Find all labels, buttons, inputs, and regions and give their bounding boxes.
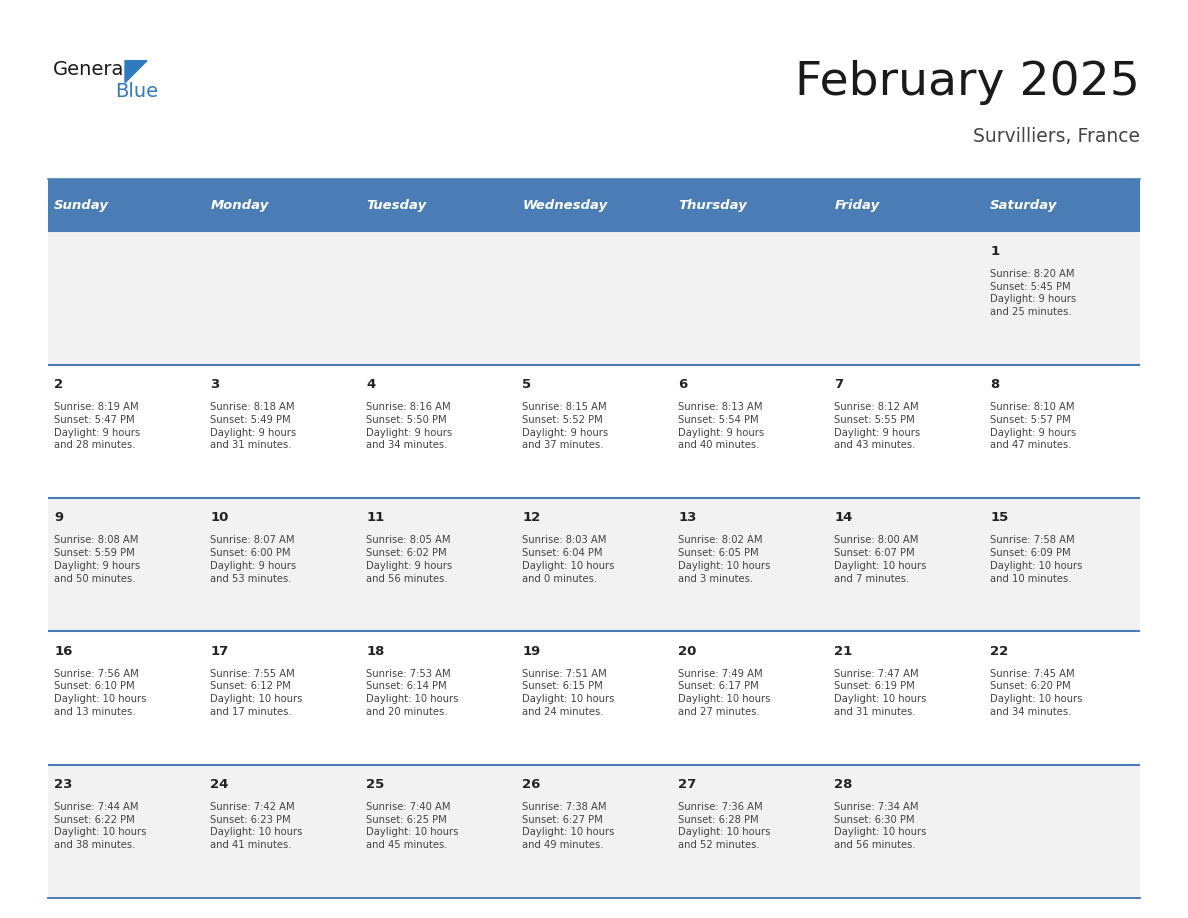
Bar [48,632,1140,765]
Text: Sunrise: 7:34 AM
Sunset: 6:30 PM
Daylight: 10 hours
and 56 minutes.: Sunrise: 7:34 AM Sunset: 6:30 PM Dayligh… [834,801,927,850]
Text: Sunrise: 7:40 AM
Sunset: 6:25 PM
Daylight: 10 hours
and 45 minutes.: Sunrise: 7:40 AM Sunset: 6:25 PM Dayligh… [366,801,459,850]
Text: 26: 26 [523,778,541,791]
Text: Sunrise: 7:47 AM
Sunset: 6:19 PM
Daylight: 10 hours
and 31 minutes.: Sunrise: 7:47 AM Sunset: 6:19 PM Dayligh… [834,668,927,717]
Text: 18: 18 [366,644,385,657]
Text: 17: 17 [210,644,228,657]
Text: Monday: Monday [210,198,268,212]
Text: 22: 22 [991,644,1009,657]
Text: Sunday: Sunday [55,198,109,212]
Text: Saturday: Saturday [991,198,1057,212]
Text: Sunrise: 8:08 AM
Sunset: 5:59 PM
Daylight: 9 hours
and 50 minutes.: Sunrise: 8:08 AM Sunset: 5:59 PM Dayligh… [55,535,140,584]
Bar [48,364,1140,498]
Text: 13: 13 [678,511,696,524]
Text: Sunrise: 7:49 AM
Sunset: 6:17 PM
Daylight: 10 hours
and 27 minutes.: Sunrise: 7:49 AM Sunset: 6:17 PM Dayligh… [678,668,771,717]
Text: 23: 23 [55,778,72,791]
Text: Sunrise: 7:42 AM
Sunset: 6:23 PM
Daylight: 10 hours
and 41 minutes.: Sunrise: 7:42 AM Sunset: 6:23 PM Dayligh… [210,801,303,850]
Bar [48,231,1140,364]
Text: 25: 25 [366,778,385,791]
Text: 21: 21 [834,644,853,657]
Bar [984,179,1140,231]
Text: 27: 27 [678,778,696,791]
Text: Sunrise: 8:07 AM
Sunset: 6:00 PM
Daylight: 9 hours
and 53 minutes.: Sunrise: 8:07 AM Sunset: 6:00 PM Dayligh… [210,535,296,584]
Text: 19: 19 [523,644,541,657]
Text: 15: 15 [991,511,1009,524]
Text: 3: 3 [210,378,220,391]
Text: 12: 12 [523,511,541,524]
Text: Sunrise: 8:02 AM
Sunset: 6:05 PM
Daylight: 10 hours
and 3 minutes.: Sunrise: 8:02 AM Sunset: 6:05 PM Dayligh… [678,535,771,584]
Text: Friday: Friday [834,198,879,212]
Text: 6: 6 [678,378,688,391]
Text: Sunrise: 8:05 AM
Sunset: 6:02 PM
Daylight: 9 hours
and 56 minutes.: Sunrise: 8:05 AM Sunset: 6:02 PM Dayligh… [366,535,453,584]
Text: 16: 16 [55,644,72,657]
Text: 1: 1 [991,245,999,258]
Text: Sunrise: 7:58 AM
Sunset: 6:09 PM
Daylight: 10 hours
and 10 minutes.: Sunrise: 7:58 AM Sunset: 6:09 PM Dayligh… [991,535,1082,584]
Text: Blue: Blue [115,82,158,101]
Text: Sunrise: 8:13 AM
Sunset: 5:54 PM
Daylight: 9 hours
and 40 minutes.: Sunrise: 8:13 AM Sunset: 5:54 PM Dayligh… [678,402,764,451]
Text: Sunrise: 7:45 AM
Sunset: 6:20 PM
Daylight: 10 hours
and 34 minutes.: Sunrise: 7:45 AM Sunset: 6:20 PM Dayligh… [991,668,1082,717]
Text: Sunrise: 8:15 AM
Sunset: 5:52 PM
Daylight: 9 hours
and 37 minutes.: Sunrise: 8:15 AM Sunset: 5:52 PM Dayligh… [523,402,608,451]
Text: 9: 9 [55,511,63,524]
Text: Tuesday: Tuesday [366,198,426,212]
Text: 28: 28 [834,778,853,791]
Text: 7: 7 [834,378,843,391]
Text: Sunrise: 7:38 AM
Sunset: 6:27 PM
Daylight: 10 hours
and 49 minutes.: Sunrise: 7:38 AM Sunset: 6:27 PM Dayligh… [523,801,614,850]
Text: Wednesday: Wednesday [523,198,607,212]
Text: Sunrise: 7:51 AM
Sunset: 6:15 PM
Daylight: 10 hours
and 24 minutes.: Sunrise: 7:51 AM Sunset: 6:15 PM Dayligh… [523,668,614,717]
Text: Sunrise: 8:19 AM
Sunset: 5:47 PM
Daylight: 9 hours
and 28 minutes.: Sunrise: 8:19 AM Sunset: 5:47 PM Dayligh… [55,402,140,451]
Text: Sunrise: 7:53 AM
Sunset: 6:14 PM
Daylight: 10 hours
and 20 minutes.: Sunrise: 7:53 AM Sunset: 6:14 PM Dayligh… [366,668,459,717]
Text: 14: 14 [834,511,853,524]
Text: Sunrise: 7:56 AM
Sunset: 6:10 PM
Daylight: 10 hours
and 13 minutes.: Sunrise: 7:56 AM Sunset: 6:10 PM Dayligh… [55,668,146,717]
Text: 24: 24 [210,778,228,791]
Text: 4: 4 [366,378,375,391]
Text: 11: 11 [366,511,385,524]
Text: Sunrise: 8:10 AM
Sunset: 5:57 PM
Daylight: 9 hours
and 47 minutes.: Sunrise: 8:10 AM Sunset: 5:57 PM Dayligh… [991,402,1076,451]
Text: Sunrise: 8:16 AM
Sunset: 5:50 PM
Daylight: 9 hours
and 34 minutes.: Sunrise: 8:16 AM Sunset: 5:50 PM Dayligh… [366,402,453,451]
Polygon shape [125,61,147,83]
Bar [516,179,672,231]
Text: Survilliers, France: Survilliers, France [973,127,1140,146]
Bar [672,179,828,231]
Bar [204,179,360,231]
Text: Sunrise: 8:12 AM
Sunset: 5:55 PM
Daylight: 9 hours
and 43 minutes.: Sunrise: 8:12 AM Sunset: 5:55 PM Dayligh… [834,402,921,451]
Bar [828,179,984,231]
Text: 5: 5 [523,378,531,391]
Text: February 2025: February 2025 [795,60,1140,105]
Bar [48,765,1140,898]
Bar [48,179,204,231]
Text: Sunrise: 7:55 AM
Sunset: 6:12 PM
Daylight: 10 hours
and 17 minutes.: Sunrise: 7:55 AM Sunset: 6:12 PM Dayligh… [210,668,303,717]
Text: General: General [53,60,129,79]
Text: Sunrise: 8:00 AM
Sunset: 6:07 PM
Daylight: 10 hours
and 7 minutes.: Sunrise: 8:00 AM Sunset: 6:07 PM Dayligh… [834,535,927,584]
Text: 8: 8 [991,378,999,391]
Text: Sunrise: 8:03 AM
Sunset: 6:04 PM
Daylight: 10 hours
and 0 minutes.: Sunrise: 8:03 AM Sunset: 6:04 PM Dayligh… [523,535,614,584]
Text: Sunrise: 8:18 AM
Sunset: 5:49 PM
Daylight: 9 hours
and 31 minutes.: Sunrise: 8:18 AM Sunset: 5:49 PM Dayligh… [210,402,296,451]
Text: 10: 10 [210,511,228,524]
Text: Sunrise: 7:36 AM
Sunset: 6:28 PM
Daylight: 10 hours
and 52 minutes.: Sunrise: 7:36 AM Sunset: 6:28 PM Dayligh… [678,801,771,850]
Bar [360,179,516,231]
Bar [48,498,1140,632]
Text: 20: 20 [678,644,696,657]
Text: 2: 2 [55,378,63,391]
Text: Sunrise: 7:44 AM
Sunset: 6:22 PM
Daylight: 10 hours
and 38 minutes.: Sunrise: 7:44 AM Sunset: 6:22 PM Dayligh… [55,801,146,850]
Text: Sunrise: 8:20 AM
Sunset: 5:45 PM
Daylight: 9 hours
and 25 minutes.: Sunrise: 8:20 AM Sunset: 5:45 PM Dayligh… [991,269,1076,318]
Text: Thursday: Thursday [678,198,747,212]
